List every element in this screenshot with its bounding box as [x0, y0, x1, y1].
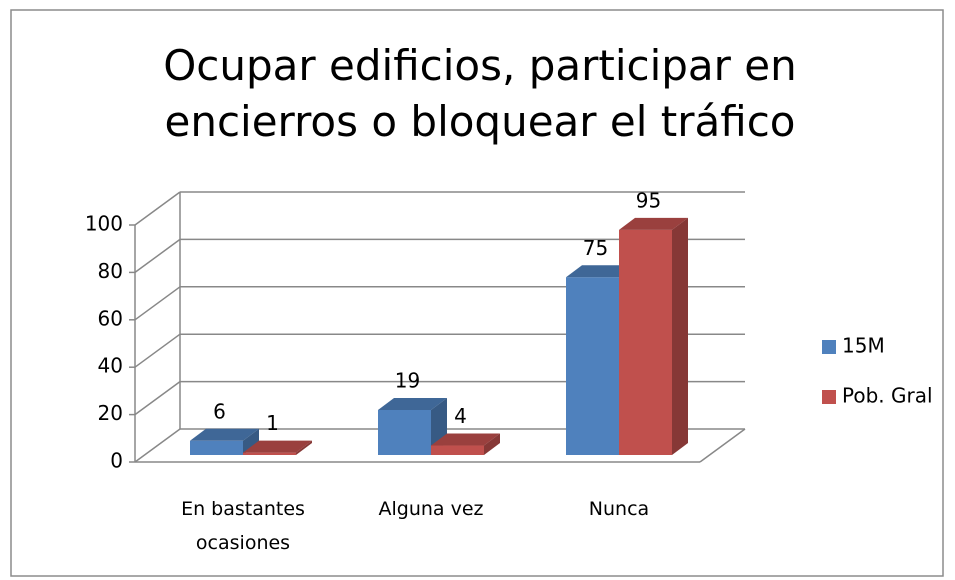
grid-line: [134, 428, 181, 463]
grid-line: [134, 286, 181, 321]
x-tick-label: Alguna vez: [378, 498, 484, 520]
x-tick-label: En bastantes ocasiones: [181, 498, 305, 554]
grid-line: [134, 333, 181, 368]
data-label: 4: [454, 404, 467, 428]
bar-side: [243, 428, 259, 455]
bar-top: [619, 217, 688, 230]
data-label: 1: [266, 411, 279, 435]
x-tick-label: Nunca: [588, 498, 650, 520]
y-tick-label: 0: [110, 449, 123, 473]
chart-title: Ocupar edificios, participar en encierro…: [163, 41, 797, 146]
bar-front: [619, 229, 672, 455]
bar: [619, 217, 688, 455]
y-tick-label: 40: [98, 354, 123, 378]
legend-swatch: [822, 340, 836, 354]
bar-side: [296, 440, 312, 455]
y-tick-label: 100: [85, 212, 123, 236]
bar-front: [243, 452, 296, 455]
y-tick-label: 80: [98, 259, 123, 283]
grid-line: [134, 191, 181, 226]
data-label: 19: [395, 368, 420, 392]
bar: [431, 433, 500, 455]
bar-top: [190, 428, 259, 441]
legend-label: Pob. Gral: [842, 384, 933, 408]
y-tick-label: 60: [98, 306, 123, 330]
bar-front: [431, 445, 484, 455]
bar-front: [190, 440, 243, 455]
bar-front: [566, 277, 619, 455]
bar-side: [672, 217, 688, 455]
bar-top: [378, 397, 447, 410]
legend-swatch: [822, 390, 836, 404]
bar-top: [243, 440, 312, 453]
y-tick-label: 20: [98, 401, 123, 425]
bar-top: [566, 265, 635, 278]
data-label: 75: [583, 236, 608, 260]
grid-line: [134, 380, 181, 416]
bar-top: [431, 433, 500, 446]
legend-label: 15M: [842, 334, 885, 358]
data-label: 6: [213, 399, 226, 423]
bar-front: [378, 409, 431, 455]
floor-edge: [699, 428, 746, 463]
chart-border: [10, 9, 944, 577]
bar: [243, 440, 312, 455]
bar-side: [484, 433, 500, 455]
data-label: 95: [636, 188, 661, 212]
bar: [190, 428, 259, 455]
grid-line: [134, 238, 181, 274]
